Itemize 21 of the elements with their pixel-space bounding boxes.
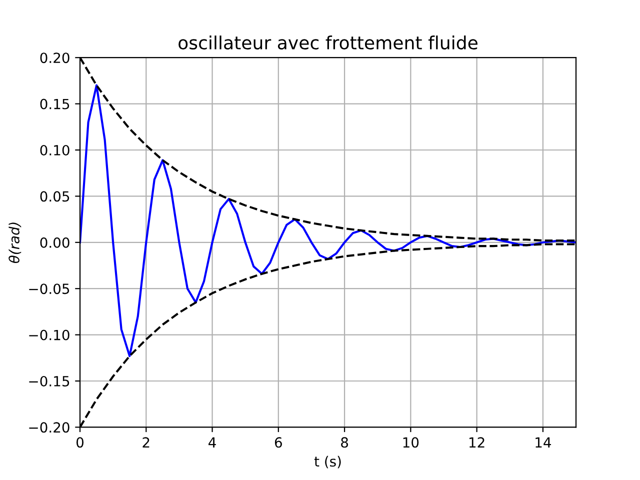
x-axis-title: t (s) bbox=[314, 456, 341, 468]
y-tick-label: 0.10 bbox=[40, 144, 70, 156]
x-tick-label: 2 bbox=[142, 437, 150, 448]
y-tick-label: 0.20 bbox=[40, 52, 70, 64]
y-tick-label: 0.15 bbox=[40, 98, 70, 110]
x-tick-label: 10 bbox=[403, 437, 419, 448]
x-tick-label: 12 bbox=[469, 437, 484, 448]
x-tick-label: 14 bbox=[536, 437, 551, 448]
line-series bbox=[80, 84, 576, 358]
y-tick-label: 0.05 bbox=[40, 191, 70, 202]
y-tick-label: −0.10 bbox=[29, 330, 70, 340]
chart-title: oscillateur avec frottement fluide bbox=[178, 36, 478, 50]
y-tick-label: −0.20 bbox=[29, 422, 70, 433]
y-tick-label: 0.00 bbox=[40, 237, 70, 248]
x-tick-label: 8 bbox=[341, 437, 348, 448]
y-tick-label: −0.05 bbox=[29, 284, 70, 294]
y-tick-label: −0.15 bbox=[29, 376, 70, 386]
y-axis-title: θ(rad) bbox=[8, 222, 22, 264]
x-tick-label: 6 bbox=[274, 437, 282, 448]
x-tick-label: 4 bbox=[208, 437, 216, 448]
x-tick-label: 0 bbox=[76, 437, 84, 448]
